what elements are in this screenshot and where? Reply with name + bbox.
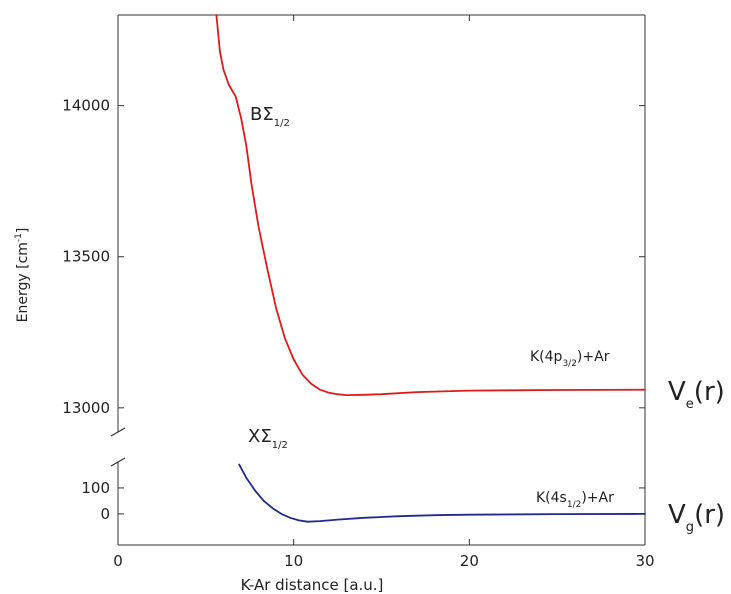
lower-state-label: XΣ1/2 xyxy=(248,426,288,451)
x-tick-label: 30 xyxy=(635,552,654,570)
y-lower-tick-label: 0 xyxy=(100,505,110,523)
x-ticks: 0 10 20 30 xyxy=(113,15,655,570)
x-tick-label: 20 xyxy=(460,552,479,570)
y-ticks-upper: 13000 13500 14000 xyxy=(62,97,645,417)
upper-potential-label: Ve(r) xyxy=(668,377,725,412)
x-axis-label: K-Ar distance [a.u.] xyxy=(241,576,384,594)
excited-state-curve xyxy=(215,14,646,397)
x-tick-label: 10 xyxy=(284,552,303,570)
series-layer xyxy=(215,14,646,523)
upper-state-label: BΣ1/2 xyxy=(250,104,290,129)
y-upper-tick-label: 14000 xyxy=(62,97,110,115)
y-axis-label: Energy [cm-1] xyxy=(14,228,31,323)
lower-asymptote-label: K(4s1/2)+Ar xyxy=(536,490,614,510)
axis-break-marks xyxy=(110,427,126,467)
upper-asymptote-label: K(4p3/2)+Ar xyxy=(530,349,610,369)
x-tick-label: 0 xyxy=(113,552,123,570)
plot-frame xyxy=(117,14,646,546)
y-upper-tick-label: 13500 xyxy=(62,248,110,266)
ground-state-curve xyxy=(238,463,646,523)
y-upper-tick-label: 13000 xyxy=(62,399,110,417)
lower-potential-label: Vg(r) xyxy=(668,500,725,535)
y-lower-tick-label: 100 xyxy=(81,479,110,497)
